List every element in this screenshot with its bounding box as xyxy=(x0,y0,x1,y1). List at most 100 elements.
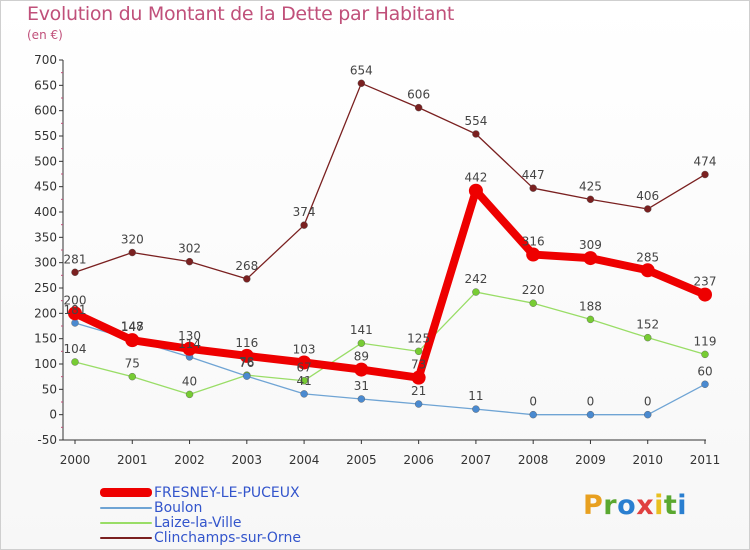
y-tick-label: 700 xyxy=(34,53,57,67)
data-label-boulon: 0 xyxy=(587,395,595,409)
data-label-laize-la-ville: 40 xyxy=(182,374,197,388)
data-point-boulon xyxy=(529,410,537,419)
data-label-boulon: 181 xyxy=(64,303,87,317)
data-point-laize-la-ville xyxy=(472,288,480,296)
data-label-laize-la-ville: 152 xyxy=(636,318,659,332)
data-point-fresney-le-puceux xyxy=(583,251,598,266)
x-tick-label: 2008 xyxy=(518,453,549,467)
series-line-boulon xyxy=(74,322,706,416)
data-point-boulon xyxy=(243,372,251,380)
data-point-fresney-le-puceux xyxy=(411,370,426,385)
x-tick-label: 2010 xyxy=(632,453,663,467)
data-label-laize-la-ville: 220 xyxy=(522,283,545,297)
data-point-clinchamps-sur-orne xyxy=(243,275,251,283)
data-point-laize-la-ville xyxy=(357,339,366,347)
data-point-laize-la-ville xyxy=(185,390,194,399)
y-tick-label: 650 xyxy=(34,78,57,92)
data-label-clinchamps-sur-orne: 606 xyxy=(407,88,430,102)
y-tick-label: 250 xyxy=(34,281,57,295)
data-label-boulon: 60 xyxy=(697,364,712,378)
data-point-clinchamps-sur-orne xyxy=(586,195,595,204)
y-tick-label: 450 xyxy=(34,180,57,194)
data-point-boulon xyxy=(414,400,423,408)
data-label-fresney-le-puceux: 103 xyxy=(293,342,316,356)
proxiti-logo: Proxiti xyxy=(583,490,687,521)
data-label-boulon: 41 xyxy=(296,374,311,388)
logo-letter: i xyxy=(654,490,664,521)
y-tick-label: 600 xyxy=(34,104,57,118)
data-label-laize-la-ville: 188 xyxy=(579,299,602,313)
data-label-clinchamps-sur-orne: 302 xyxy=(178,242,201,256)
data-point-laize-la-ville xyxy=(586,315,595,324)
data-label-clinchamps-sur-orne: 447 xyxy=(522,168,545,182)
y-tick-label: 150 xyxy=(34,332,57,346)
data-label-clinchamps-sur-orne: 425 xyxy=(579,179,602,193)
series-line-laize-la-ville xyxy=(74,291,706,396)
data-point-fresney-le-puceux xyxy=(526,247,541,262)
y-tick-label: -50 xyxy=(37,433,57,447)
data-label-clinchamps-sur-orne: 374 xyxy=(293,205,316,219)
data-label-boulon: 114 xyxy=(178,337,201,351)
data-point-laize-la-ville xyxy=(414,347,423,356)
x-tick-label: 2003 xyxy=(232,453,263,467)
data-point-clinchamps-sur-orne xyxy=(529,184,537,192)
data-point-clinchamps-sur-orne xyxy=(701,170,709,179)
y-tick-label: 350 xyxy=(34,230,57,244)
legend-item-fresney-le-puceux: FRESNEY-LE-PUCEUX xyxy=(100,485,301,501)
data-point-laize-la-ville xyxy=(701,350,709,359)
data-label-boulon: 76 xyxy=(239,356,254,370)
data-label-laize-la-ville: 242 xyxy=(464,272,487,286)
data-point-boulon xyxy=(701,380,709,388)
legend-item-clinchamps-sur-orne: Clinchamps-sur-Orne xyxy=(100,530,301,546)
data-label-clinchamps-sur-orne: 268 xyxy=(235,259,258,273)
x-tick-label: 2007 xyxy=(461,453,492,467)
series-line-fresney-le-puceux xyxy=(71,186,709,382)
data-point-laize-la-ville xyxy=(300,377,308,385)
data-label-fresney-le-puceux: 285 xyxy=(636,250,659,264)
data-label-laize-la-ville: 78 xyxy=(239,355,254,369)
data-label-boulon: 0 xyxy=(644,395,652,409)
legend: FRESNEY-LE-PUCEUX Boulon Laize-la-Ville Cli… xyxy=(100,485,301,546)
logo-letter: x xyxy=(636,490,655,521)
data-label-clinchamps-sur-orne: 320 xyxy=(121,233,144,247)
legend-swatch xyxy=(100,506,152,509)
data-label-fresney-le-puceux: 442 xyxy=(464,171,487,185)
data-label-clinchamps-sur-orne: 406 xyxy=(636,189,659,203)
chart-unit: (en €) xyxy=(27,28,63,42)
y-tick-label: 550 xyxy=(34,129,57,143)
data-label-fresney-le-puceux: 316 xyxy=(522,235,545,249)
data-point-fresney-le-puceux xyxy=(68,306,82,321)
x-tick-label: 2005 xyxy=(346,453,377,467)
data-point-clinchamps-sur-orne xyxy=(472,130,480,138)
x-tick-label: 2006 xyxy=(403,453,434,467)
data-label-fresney-le-puceux: 89 xyxy=(354,350,369,364)
logo-letter: r xyxy=(603,490,618,521)
logo-letter: o xyxy=(617,490,637,521)
data-label-clinchamps-sur-orne: 654 xyxy=(350,63,373,77)
data-point-laize-la-ville xyxy=(71,358,79,366)
legend-swatch xyxy=(100,521,152,524)
logo-letter: i xyxy=(677,490,688,521)
data-label-boulon: 0 xyxy=(529,395,537,409)
data-label-fresney-le-puceux: 200 xyxy=(64,293,87,307)
data-point-laize-la-ville xyxy=(644,333,652,342)
data-label-laize-la-ville: 141 xyxy=(350,323,373,337)
data-point-fresney-le-puceux xyxy=(297,355,312,370)
series-line-clinchamps-sur-orne xyxy=(74,82,706,280)
data-point-fresney-le-puceux xyxy=(468,183,483,198)
data-point-fresney-le-puceux xyxy=(239,348,254,363)
data-point-boulon xyxy=(586,410,595,419)
legend-item-laize-la-ville: Laize-la-Ville xyxy=(100,514,301,531)
data-point-clinchamps-sur-orne xyxy=(128,248,136,257)
data-label-fresney-le-puceux: 237 xyxy=(694,275,717,289)
y-tick-label: 0 xyxy=(49,408,57,422)
data-point-boulon xyxy=(644,410,652,419)
data-label-laize-la-ville: 125 xyxy=(407,331,430,345)
data-point-fresney-le-puceux xyxy=(640,263,655,278)
y-tick-label: 100 xyxy=(34,357,57,371)
legend-label: Laize-la-Ville xyxy=(154,514,242,531)
data-label-clinchamps-sur-orne: 281 xyxy=(64,252,87,266)
data-label-boulon: 31 xyxy=(354,379,369,393)
